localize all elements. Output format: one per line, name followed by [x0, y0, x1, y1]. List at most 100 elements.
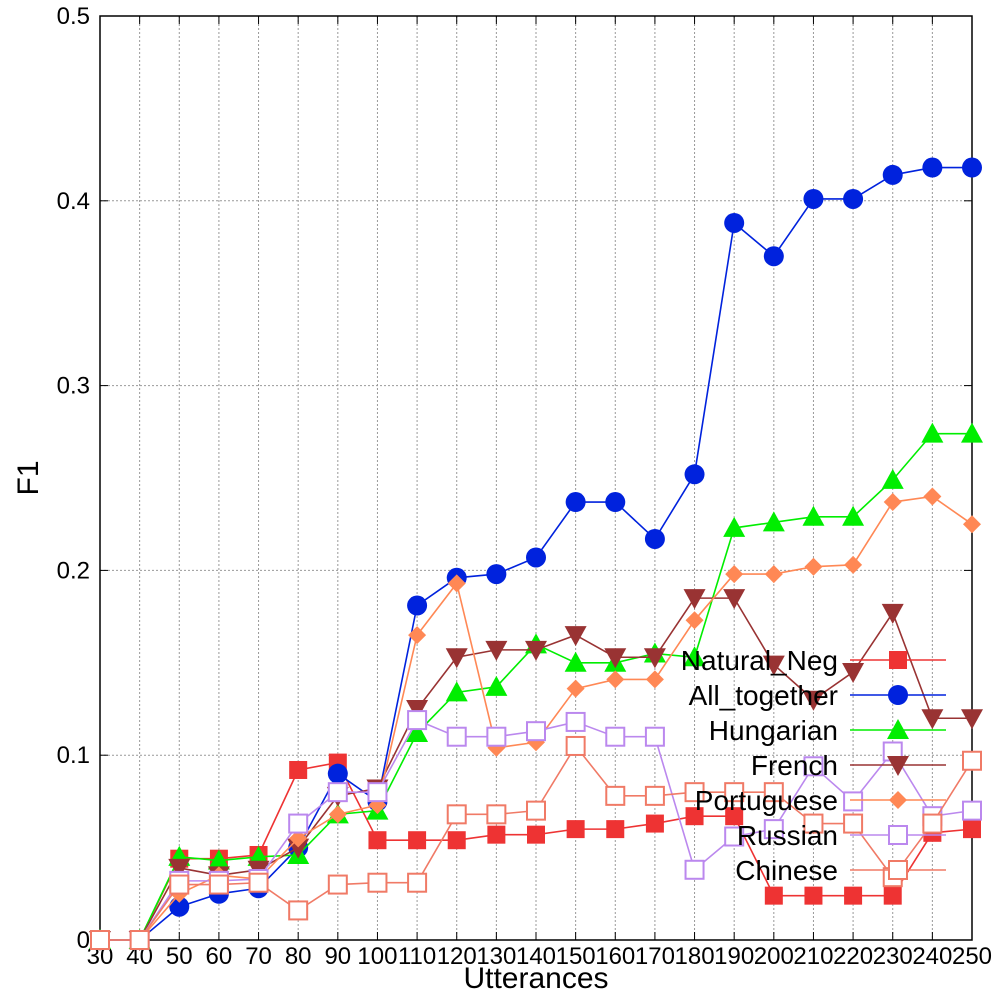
- y-tick-label: 0.4: [57, 188, 90, 215]
- data-point: [889, 651, 907, 669]
- y-tick-label: 0: [77, 927, 90, 954]
- x-tick-label: 90: [324, 943, 351, 970]
- data-point: [921, 709, 944, 730]
- data-point: [962, 800, 982, 821]
- data-point: [289, 760, 308, 779]
- data-point: [683, 589, 706, 610]
- data-point: [289, 829, 308, 848]
- data-point: [887, 719, 909, 739]
- data-point: [604, 648, 627, 669]
- x-tick-label: 80: [285, 943, 312, 970]
- data-point: [724, 782, 745, 803]
- data-point: [526, 547, 546, 568]
- data-point: [447, 574, 466, 593]
- data-point: [288, 900, 309, 921]
- data-point: [922, 813, 943, 834]
- data-point: [566, 820, 585, 839]
- data-point: [169, 896, 190, 917]
- x-tick-label: 190: [714, 943, 754, 970]
- x-tick-label: 70: [245, 943, 272, 970]
- data-point: [724, 826, 745, 847]
- data-point: [763, 819, 784, 840]
- data-point: [406, 722, 429, 743]
- data-point: [367, 872, 388, 893]
- data-point: [963, 515, 981, 534]
- data-point: [725, 807, 744, 826]
- data-point: [605, 726, 626, 747]
- data-point: [408, 626, 427, 645]
- data-point: [963, 820, 981, 839]
- data-point: [961, 422, 983, 443]
- legend-label: Hungarian: [709, 715, 838, 746]
- data-point: [565, 492, 586, 513]
- data-point: [288, 813, 309, 834]
- data-point: [565, 711, 586, 732]
- data-point: [764, 565, 783, 584]
- data-point: [643, 648, 666, 669]
- y-axis-label: F1: [12, 460, 45, 495]
- data-point: [368, 831, 387, 850]
- data-point: [207, 849, 230, 870]
- legend-item: Natural_Neg: [681, 645, 946, 676]
- data-point: [842, 663, 865, 684]
- legend-label: Russian: [737, 820, 838, 851]
- data-point: [725, 565, 744, 584]
- data-point: [881, 603, 904, 624]
- x-tick-label: 220: [833, 943, 873, 970]
- y-tick-label: 0.1: [57, 742, 90, 769]
- data-point: [487, 825, 506, 844]
- legend-item: All_together: [689, 680, 946, 711]
- data-point: [90, 930, 110, 950]
- x-tick-label: 250: [952, 943, 992, 970]
- data-point: [803, 756, 824, 777]
- data-point: [645, 814, 664, 833]
- data-point: [485, 640, 508, 661]
- data-point: [723, 589, 746, 610]
- data-point: [921, 422, 944, 443]
- axis-ticks: 30 40 50 60 70 80 90 100 110 120 130 140 150 160 170 18…: [57, 3, 992, 970]
- data-point: [763, 246, 784, 267]
- x-tick-label: 160: [595, 943, 635, 970]
- data-point: [644, 726, 665, 747]
- x-tick-label: 100: [357, 943, 397, 970]
- legend-label: Portuguese: [695, 785, 838, 816]
- data-point: [526, 800, 546, 821]
- series-layer: [89, 157, 983, 951]
- y-tick-label: 0.3: [57, 373, 90, 400]
- legend-item: Hungarian: [709, 715, 946, 746]
- data-point: [486, 804, 507, 825]
- data-point: [407, 595, 428, 616]
- x-tick-label: 60: [206, 943, 233, 970]
- data-point: [168, 858, 191, 879]
- data-point: [684, 859, 705, 880]
- data-point: [327, 782, 348, 803]
- x-tick-label: 110: [398, 943, 436, 970]
- legend-label: Natural_Neg: [681, 645, 838, 676]
- data-point: [842, 505, 865, 526]
- data-point: [763, 782, 784, 803]
- data-point: [923, 487, 942, 506]
- x-tick-label: 180: [675, 943, 715, 970]
- data-point: [248, 872, 269, 893]
- data-point: [803, 188, 824, 209]
- data-point: [683, 646, 706, 667]
- data-point: [129, 930, 150, 950]
- data-point: [723, 516, 746, 537]
- x-tick-label: 120: [437, 943, 477, 970]
- data-point: [685, 611, 704, 630]
- y-tick-label: 0.2: [57, 557, 90, 584]
- legend-label: All_together: [689, 680, 838, 711]
- data-point: [327, 874, 348, 895]
- legend-item: French: [751, 750, 946, 781]
- data-point: [406, 700, 429, 720]
- data-point: [802, 690, 825, 711]
- data-point: [367, 782, 388, 803]
- data-point: [606, 820, 625, 839]
- data-point: [564, 651, 587, 672]
- data-point: [407, 710, 428, 731]
- data-point: [169, 874, 190, 895]
- data-point: [962, 750, 982, 771]
- data-point: [804, 557, 823, 576]
- data-point: [485, 675, 508, 696]
- data-point: [446, 726, 467, 747]
